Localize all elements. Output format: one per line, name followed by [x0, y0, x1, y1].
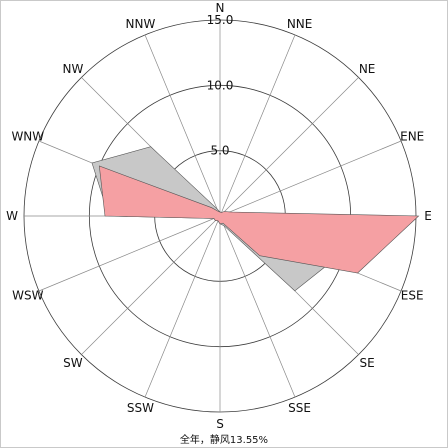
spoke-SSW	[144, 215, 221, 398]
ring-label-10.0: 10.0	[207, 78, 234, 92]
direction-label-sse: SSE	[288, 401, 311, 415]
direction-label-nw: NW	[62, 62, 83, 76]
direction-label-ssw: SSW	[127, 401, 154, 415]
direction-label-w: W	[6, 209, 18, 223]
direction-label-n: N	[216, 1, 225, 15]
spoke-NE	[219, 77, 359, 217]
direction-label-sw: SW	[63, 356, 83, 370]
spoke-WSW	[38, 215, 221, 292]
direction-label-ene: ENE	[400, 129, 424, 143]
direction-label-nne: NNE	[287, 17, 313, 31]
label-layer: N NNE NE ENE E ESE SE SSE S SSW SW WSW W WNW NW NNW 5.0 1…	[6, 1, 432, 431]
direction-label-se: SE	[359, 356, 374, 370]
ring-label-5.0: 5.0	[210, 144, 229, 158]
spoke-NNE	[219, 34, 296, 217]
direction-label-wnw: WNW	[11, 129, 44, 143]
spoke-SSE	[219, 215, 296, 398]
direction-label-ese: ESE	[401, 289, 424, 303]
direction-label-ne: NE	[359, 62, 376, 76]
chart-caption: 全年，静风13.55%	[180, 433, 268, 446]
direction-label-e: E	[424, 209, 432, 223]
ring-label-15.0: 15.0	[207, 13, 234, 27]
spoke-NNW	[144, 34, 221, 217]
spoke-ENE	[219, 140, 402, 217]
direction-label-s: S	[216, 417, 224, 431]
direction-label-wsw: WSW	[12, 289, 43, 303]
spoke-SW	[81, 215, 221, 355]
series-2-polygon	[98, 165, 420, 274]
direction-label-nnw: NNW	[125, 17, 155, 31]
series-layer	[91, 146, 420, 292]
